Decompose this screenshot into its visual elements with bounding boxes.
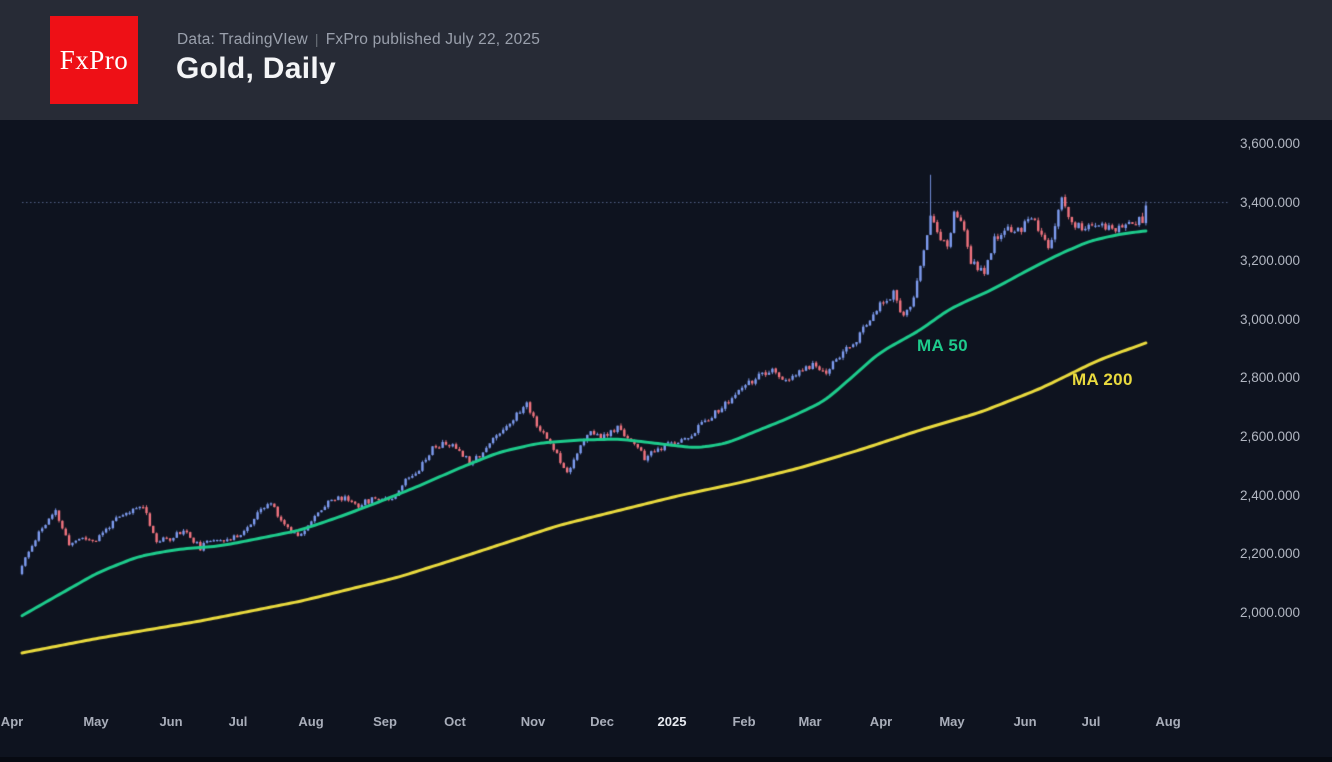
ma50-label: MA 50: [917, 336, 968, 355]
x-axis-label: Nov: [520, 714, 546, 729]
y-axis-label: 3,000.000: [1240, 311, 1301, 327]
x-axis-label: Aug: [1155, 714, 1181, 729]
data-source-text: Data: TradingVIew: [177, 31, 308, 48]
ma200-label: MA 200: [1072, 370, 1133, 389]
meta-separator: |: [314, 31, 319, 47]
x-axis-label: Jun: [1013, 714, 1037, 729]
x-axis-label: May: [83, 714, 109, 729]
y-axis-label: 2,600.000: [1240, 429, 1301, 444]
y-axis-label: 3,200.000: [1240, 253, 1301, 269]
fxpro-logo: FxPro: [50, 16, 138, 104]
x-axis-label: Mar: [798, 714, 822, 729]
x-axis-label: Sep: [373, 714, 397, 729]
x-axis-label: Feb: [732, 714, 756, 729]
header-bar: FxPro Data: TradingVIew | FxPro published …: [0, 0, 1332, 120]
chart-meta-line: Data: TradingVIew | FxPro published July 2…: [177, 31, 540, 49]
x-axis-label: 2025: [657, 714, 687, 729]
y-axis-label: 2,200.000: [1240, 546, 1301, 562]
x-axis-label: May: [939, 714, 965, 729]
x-axis-label: Oct: [444, 714, 466, 729]
y-axis-label: 3,600.000: [1240, 136, 1301, 151]
x-axis-label: Jul: [228, 714, 248, 729]
y-axis-label: 2,800.000: [1240, 370, 1301, 386]
bottom-edge-strip: [0, 757, 1332, 762]
fxpro-logo-text: FxPro: [59, 44, 129, 75]
published-text: FxPro published July 22, 2025: [325, 31, 541, 48]
y-axis-label: 3,400.000: [1240, 194, 1301, 210]
x-axis-label: Jun: [159, 714, 183, 729]
x-axis-label: Dec: [590, 714, 614, 729]
x-axis-label: Jul: [1081, 714, 1101, 729]
y-axis-label: 2,400.000: [1240, 487, 1301, 503]
x-axis-label: Aug: [298, 714, 324, 729]
x-axis-label: Apr: [869, 714, 893, 729]
chart-title: Gold, Daily: [176, 52, 336, 85]
x-axis-label: Apr: [0, 714, 24, 729]
y-axis-label: 2,000.000: [1240, 604, 1301, 620]
